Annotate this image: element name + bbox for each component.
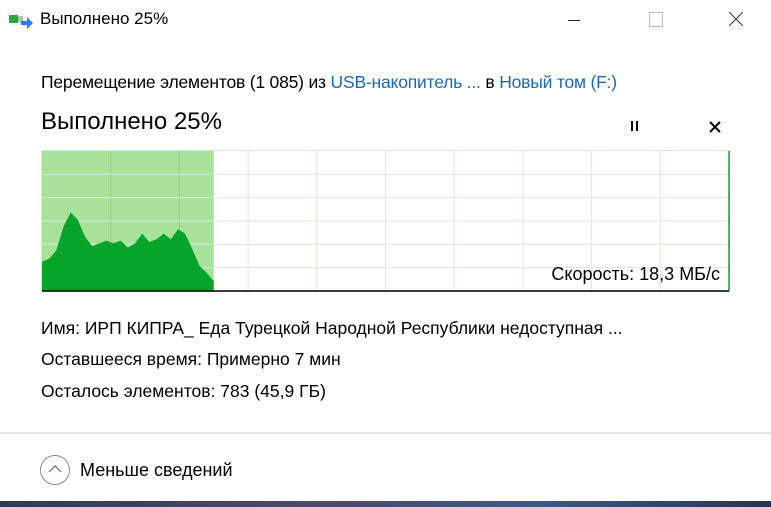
desktop-background — [0, 501, 771, 507]
pause-button[interactable] — [624, 115, 646, 137]
items-remaining-row: Осталось элементов: 783 (45,9 ГБ) — [41, 381, 326, 402]
source-link[interactable]: USB-накопитель ... — [330, 72, 481, 92]
minimize-button[interactable] — [551, 0, 597, 40]
speed-label: Скорость: 18,3 МБ/с — [551, 264, 720, 284]
name-value: ИРП КИПРА_ Еда Турецкой Народной Республ… — [84, 318, 623, 338]
fewer-details-label: Меньше сведений — [80, 459, 233, 480]
name-row: Имя: ИРП КИПРА_ Еда Турецкой Народной Ре… — [41, 318, 623, 339]
fewer-details-button[interactable]: Меньше сведений — [40, 454, 233, 486]
operation-text: Перемещение элементов (1 085) из — [41, 72, 326, 92]
close-icon — [729, 12, 743, 26]
operation-description: Перемещение элементов (1 085) из USB-нак… — [41, 72, 617, 93]
graph-grid — [42, 151, 729, 291]
name-label: Имя: — [41, 318, 80, 338]
time-remaining-row: Оставшееся время: Примерно 7 мин — [41, 349, 341, 370]
speed-graph: Скорость: 18,3 МБ/с — [41, 150, 730, 292]
window-title: Выполнено 25% — [40, 9, 169, 28]
chevron-up-icon — [40, 455, 70, 485]
cancel-button[interactable] — [704, 115, 726, 137]
time-value: Примерно 7 мин — [206, 349, 341, 369]
items-label: Осталось элементов: — [41, 381, 216, 401]
progress-title: Выполнено 25% — [41, 108, 222, 135]
destination-link[interactable]: Новый том (F:) — [499, 72, 617, 92]
close-window-button[interactable] — [713, 0, 759, 40]
cancel-icon — [709, 121, 721, 133]
connector-text: в — [485, 72, 495, 92]
file-move-icon — [9, 15, 33, 29]
speed-area — [42, 212, 214, 291]
divider — [0, 432, 771, 434]
maximize-button[interactable] — [632, 0, 678, 40]
title-bar[interactable]: Выполнено 25% — [0, 0, 771, 40]
time-label: Оставшееся время: — [41, 349, 202, 369]
items-value: 783 (45,9 ГБ) — [220, 381, 326, 401]
